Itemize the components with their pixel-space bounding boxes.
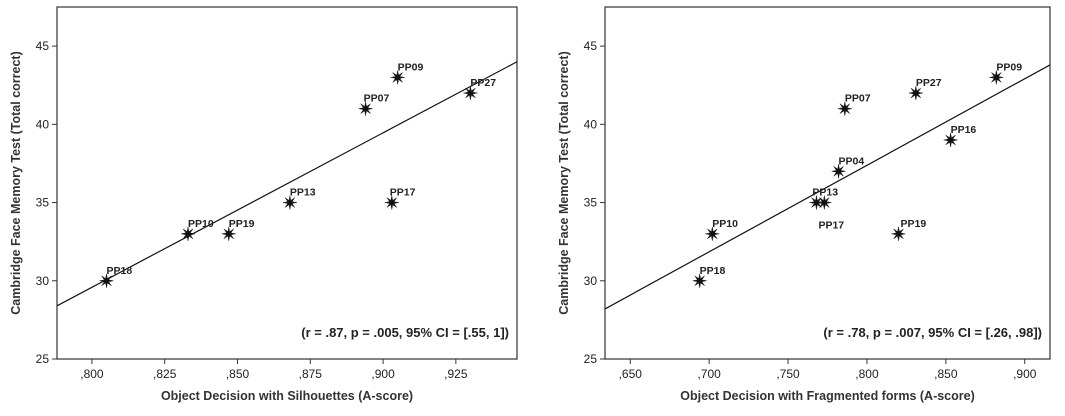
point-label-pp27: PP27 xyxy=(916,77,942,89)
data-point-pp04 xyxy=(831,164,846,179)
data-point-pp09 xyxy=(989,70,1004,85)
regression-line xyxy=(605,64,1050,310)
y-tick-label: 30 xyxy=(36,274,50,288)
point-label-pp10: PP10 xyxy=(188,218,214,230)
point-label-pp18: PP18 xyxy=(700,265,726,277)
x-tick-label: ,850 xyxy=(226,367,250,381)
data-point-pp19 xyxy=(891,226,906,241)
y-tick-label: 25 xyxy=(36,352,50,366)
chart-panel-1: 25 30 35 40 45 ,800 ,825 ,850 ,875 ,900 ,925 Object… xyxy=(9,6,518,403)
y-tick-label: 35 xyxy=(584,196,598,210)
point-label-pp09: PP09 xyxy=(398,61,424,73)
data-point-pp18 xyxy=(692,273,707,288)
y-tick-label: 40 xyxy=(584,117,598,131)
data-point-pp09 xyxy=(390,70,405,85)
x-tick-label: ,900 xyxy=(1013,367,1037,381)
data-point-pp16 xyxy=(943,132,958,148)
data-point-pp17 xyxy=(384,195,399,210)
plot-area xyxy=(56,6,518,360)
point-label-pp18: PP18 xyxy=(106,265,132,277)
x-tick-label: ,825 xyxy=(153,367,177,381)
x-tick-label: ,750 xyxy=(776,367,800,381)
x-axis-label: Object Decision with Fragmented forms (A… xyxy=(680,389,975,403)
x-tick-label: ,800 xyxy=(855,367,879,381)
point-label-pp13: PP13 xyxy=(290,187,316,199)
point-label-pp17: PP17 xyxy=(818,220,844,232)
point-label-pp07: PP07 xyxy=(364,93,390,105)
x-axis-label: Object Decision with Silhouettes (A-scor… xyxy=(161,389,413,403)
y-tick-label: 35 xyxy=(36,196,50,210)
y-tick-label: 45 xyxy=(36,39,50,53)
y-axis-label: Cambridge Face Memory Test (Total correc… xyxy=(557,51,571,315)
data-point-pp10 xyxy=(180,226,196,241)
x-tick-label: ,850 xyxy=(934,367,958,381)
point-label-pp10: PP10 xyxy=(712,218,738,230)
x-tick-label: ,800 xyxy=(80,367,104,381)
data-point-pp10 xyxy=(705,226,720,241)
data-point-pp27 xyxy=(908,86,923,101)
x-tick-label: ,650 xyxy=(619,367,643,381)
y-tick-label: 25 xyxy=(584,352,598,366)
stats-annotation: (r = .87, p = .005, 95% CI = [.55, 1]) xyxy=(301,325,509,340)
point-label-pp16: PP16 xyxy=(951,124,977,136)
y-tick-label: 30 xyxy=(584,274,598,288)
data-point-pp18 xyxy=(99,273,114,288)
plot-area xyxy=(604,6,1051,360)
chart-panel-2: 25 30 35 40 45 ,650 ,700 ,750 ,800 ,850 ,900 Object… xyxy=(557,6,1051,403)
point-label-pp04: PP04 xyxy=(839,155,865,167)
data-point-pp17 xyxy=(809,195,824,210)
point-label-pp07: PP07 xyxy=(845,93,871,105)
y-tick-label: 40 xyxy=(36,117,50,131)
x-tick-label: ,700 xyxy=(697,367,721,381)
point-label-pp19: PP19 xyxy=(901,218,927,230)
data-point-pp13 xyxy=(817,195,832,210)
point-label-pp27: PP27 xyxy=(470,77,496,89)
x-tick-label: ,875 xyxy=(299,367,323,381)
data-point-pp19 xyxy=(221,226,236,241)
y-tick-label: 45 xyxy=(584,39,598,53)
x-tick-label: ,925 xyxy=(444,367,468,381)
data-point-pp07 xyxy=(358,101,373,116)
regression-line xyxy=(57,61,517,307)
data-point-pp07 xyxy=(837,101,852,116)
stats-annotation: (r = .78, p = .007, 95% CI = [.26, .98]) xyxy=(823,325,1042,340)
x-tick-label: ,900 xyxy=(371,367,395,381)
data-point-pp13 xyxy=(282,195,297,210)
y-axis-label: Cambridge Face Memory Test (Total correc… xyxy=(9,51,23,315)
point-label-pp13: PP13 xyxy=(812,187,838,199)
point-label-pp17: PP17 xyxy=(390,187,416,199)
point-label-pp19: PP19 xyxy=(229,218,255,230)
point-label-pp09: PP09 xyxy=(996,61,1022,73)
data-point-pp27 xyxy=(463,86,478,101)
